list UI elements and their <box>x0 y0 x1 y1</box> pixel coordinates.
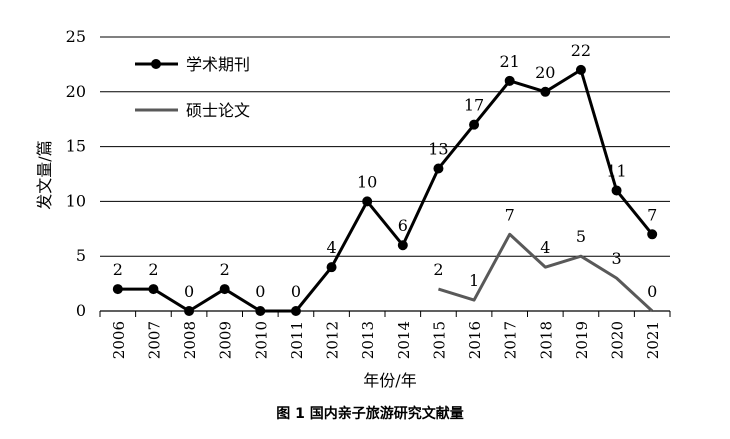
x-tick-label: 2018 <box>537 321 555 359</box>
data-markers <box>112 64 658 316</box>
x-tick-label: 2016 <box>466 321 484 359</box>
data-point <box>397 240 408 251</box>
data-label: 6 <box>398 216 408 235</box>
x-tick-label: 2021 <box>644 321 662 359</box>
data-label: 21 <box>500 52 520 71</box>
data-label: 1 <box>469 271 479 290</box>
x-tick-label: 2013 <box>359 321 377 359</box>
x-tick-label: 2011 <box>288 321 306 359</box>
y-tick-label: 5 <box>76 246 86 265</box>
data-label: 7 <box>505 205 515 224</box>
y-tick-label: 25 <box>66 27 86 46</box>
data-label: 0 <box>255 282 265 301</box>
data-label: 2 <box>148 260 158 279</box>
data-point <box>219 284 230 295</box>
data-point <box>362 196 373 207</box>
data-label: 20 <box>535 63 555 82</box>
x-tick-labels: 2006 2007 2008 2009 2010 2011 2012 2013 2014 2015… <box>110 321 662 359</box>
x-tick-label: 2007 <box>145 321 163 359</box>
data-point <box>611 185 622 196</box>
x-tick-label: 2006 <box>110 321 128 359</box>
data-label: 5 <box>576 227 586 246</box>
y-tick-labels: 0 5 10 15 20 25 <box>66 27 86 320</box>
data-point <box>148 284 159 295</box>
x-tick-label: 2014 <box>395 321 413 359</box>
data-label: 11 <box>606 161 626 180</box>
data-point <box>433 163 444 174</box>
data-label: 0 <box>184 282 194 301</box>
data-label: 4 <box>540 238 550 257</box>
y-tick-label: 0 <box>76 301 86 320</box>
x-tick-label: 2017 <box>502 321 520 359</box>
data-point <box>112 284 123 295</box>
data-label: 3 <box>611 249 621 268</box>
y-tick-label: 10 <box>66 191 86 210</box>
grid-lines <box>100 36 670 257</box>
legend-marker <box>151 59 161 69</box>
data-point <box>647 229 658 240</box>
data-label: 2 <box>113 260 123 279</box>
data-label: 10 <box>357 172 377 191</box>
x-tick-label: 2020 <box>609 321 627 359</box>
data-label: 17 <box>464 96 484 115</box>
data-label: 2 <box>433 260 443 279</box>
data-label: 0 <box>291 282 301 301</box>
x-axis-label: 年份/年 <box>363 371 416 390</box>
figure-caption: 图 1 国内亲子旅游研究文献量 <box>276 405 464 422</box>
data-point <box>290 306 301 316</box>
data-point <box>575 64 586 75</box>
legend-label: 学术期刊 <box>186 55 250 74</box>
series-lines <box>117 68 654 313</box>
data-point <box>540 86 551 97</box>
data-label: 0 <box>647 282 657 301</box>
data-point <box>504 75 515 86</box>
x-tick-label: 2008 <box>181 321 199 359</box>
data-point <box>469 119 480 130</box>
data-point <box>326 262 337 273</box>
x-tick-label: 2010 <box>252 321 270 359</box>
x-tick-label: 2009 <box>217 321 235 359</box>
data-label: 2 <box>220 260 230 279</box>
data-label: 22 <box>571 41 591 60</box>
series-line-2 <box>437 232 654 313</box>
data-label: 4 <box>326 238 336 257</box>
y-tick-label: 20 <box>66 82 86 101</box>
y-tick-label: 15 <box>66 137 86 156</box>
x-tick-label: 2019 <box>573 321 591 359</box>
data-label: 7 <box>647 205 657 224</box>
series-line-1 <box>117 68 654 313</box>
legend-label: 硕士论文 <box>186 101 250 120</box>
x-tick-label: 2012 <box>324 321 342 359</box>
x-tick-label: 2015 <box>430 321 448 359</box>
data-point <box>255 306 266 316</box>
data-label: 13 <box>428 140 448 159</box>
data-point <box>184 306 195 316</box>
y-axis-label: 发文量/篇 <box>35 140 54 209</box>
